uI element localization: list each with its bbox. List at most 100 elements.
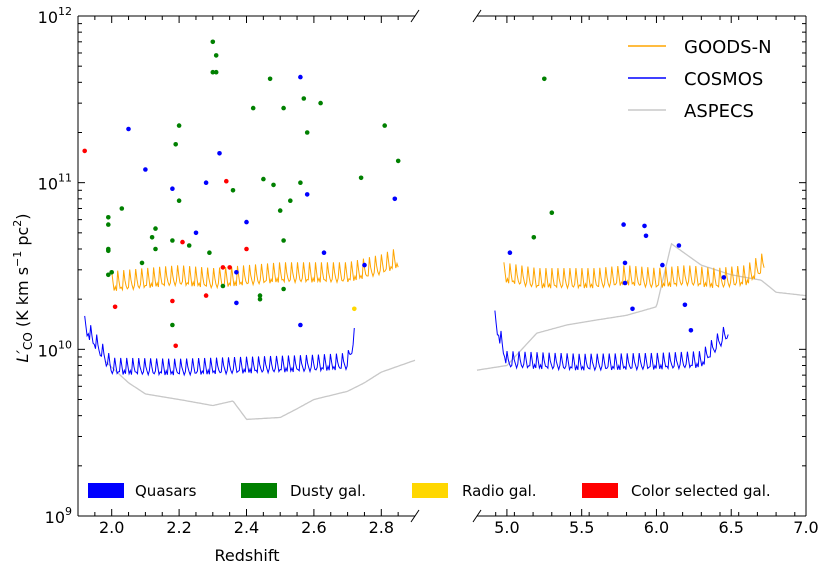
- legend-label-cosmos: COSMOS: [684, 69, 763, 90]
- x-tick-label-left: 2.0: [99, 518, 124, 537]
- cosmos-series-layer: [84, 310, 729, 377]
- x-tick-label-right: 7.0: [793, 518, 818, 537]
- data-point-right-1: [621, 222, 626, 227]
- x-tick-label-right: 6.5: [719, 518, 744, 537]
- category-swatch-color-selected: [582, 483, 618, 498]
- x-tick-label-right: 5.0: [494, 518, 519, 537]
- data-point-left-7: [234, 300, 239, 306]
- category-label-dusty: Dusty gal.: [290, 482, 366, 500]
- y-tick-exponent: 9: [65, 505, 72, 518]
- data-point-left-14: [392, 196, 398, 202]
- series-line-cosmos-left: [84, 315, 355, 377]
- break-mark-right-bottom: [472, 509, 482, 523]
- data-point-left-31: [186, 243, 192, 248]
- data-point-left-26: [170, 238, 175, 243]
- data-point-right-0: [507, 250, 513, 255]
- data-point-right-4: [630, 306, 635, 312]
- data-point-left-52: [304, 130, 310, 135]
- data-point-left-13: [362, 262, 367, 268]
- break-mark-left-top: [410, 9, 420, 23]
- data-point-left-27: [170, 322, 175, 328]
- y-tick-label: 1012: [38, 5, 72, 27]
- data-point-left-38: [230, 188, 236, 193]
- y-label-units: (K km s: [13, 267, 32, 327]
- legend-label-goods-n: GOODS-N: [684, 37, 772, 58]
- y-tick-label: 1011: [38, 172, 72, 194]
- data-point-left-23: [149, 235, 155, 240]
- data-point-left-6: [234, 270, 239, 275]
- data-point-left-25: [153, 246, 158, 252]
- data-point-left-55: [382, 123, 388, 128]
- x-tick-label-left: 2.4: [234, 518, 259, 537]
- data-point-left-5: [217, 151, 222, 156]
- data-point-right-9: [682, 302, 688, 308]
- data-point-left-3: [193, 230, 199, 236]
- data-point-left-37: [220, 283, 226, 289]
- series-line-goods-n-left: [111, 249, 399, 292]
- data-point-right-5: [642, 223, 647, 229]
- y-label-exp2: 2: [11, 220, 24, 227]
- y-tick-base: 10: [38, 175, 58, 194]
- y-tick-base: 10: [38, 341, 58, 360]
- data-point-right-7: [660, 262, 665, 268]
- data-point-left-39: [250, 105, 256, 111]
- data-point-left-59: [112, 304, 118, 310]
- y-label-exp1: −1: [11, 251, 24, 267]
- data-point-left-15: [106, 215, 111, 220]
- data-point-left-4: [203, 180, 209, 185]
- data-point-left-18: [106, 248, 111, 254]
- x-tick-label-right: 6.0: [644, 518, 669, 537]
- data-point-left-24: [153, 226, 158, 231]
- data-point-left-20: [109, 270, 114, 275]
- series-line-goods-n-right: [503, 253, 765, 290]
- data-point-right-10: [688, 328, 694, 333]
- data-point-left-29: [176, 123, 182, 128]
- data-point-left-61: [173, 343, 178, 349]
- data-point-right-3: [622, 280, 628, 286]
- category-swatch-radio: [412, 483, 448, 498]
- data-point-left-8: [244, 219, 249, 225]
- y-tick-label: 109: [45, 505, 72, 527]
- data-point-left-2: [170, 186, 175, 191]
- data-point-right-14: [549, 210, 555, 215]
- data-point-left-44: [271, 182, 276, 188]
- y-label-units-mid: pc: [13, 227, 32, 251]
- y-tick-exponent: 10: [58, 338, 72, 351]
- data-point-right-12: [531, 235, 537, 240]
- data-point-left-16: [106, 222, 111, 227]
- y-label-main: L′: [13, 350, 32, 363]
- data-point-right-13: [542, 76, 547, 82]
- y-axis-label: L′CO (K km s−1 pc2): [11, 213, 35, 362]
- data-point-left-36: [213, 53, 219, 58]
- y-tick-exponent: 11: [58, 172, 72, 185]
- data-point-left-28: [173, 142, 178, 147]
- data-point-left-58: [82, 148, 87, 154]
- data-point-right-6: [643, 233, 649, 239]
- y-label-units-end: ): [13, 213, 32, 219]
- x-tick-label-right: 5.5: [569, 518, 594, 537]
- y-tick-base: 10: [38, 8, 58, 27]
- data-point-left-56: [395, 158, 401, 164]
- category-label-quasars: Quasars: [135, 482, 197, 500]
- data-point-left-60: [170, 298, 175, 304]
- data-point-right-2: [622, 260, 628, 266]
- aspecs-series-layer: [104, 242, 807, 421]
- data-point-left-54: [358, 175, 364, 181]
- x-axis-label: Redshift: [215, 546, 280, 565]
- data-point-left-53: [318, 100, 323, 106]
- series-line-aspecs-left: [104, 359, 416, 421]
- data-point-left-50: [298, 180, 303, 185]
- data-point-left-33: [210, 39, 216, 45]
- category-swatch-dusty: [241, 483, 277, 498]
- data-point-right-11: [721, 275, 727, 280]
- break-mark-right-top: [472, 9, 482, 23]
- data-point-left-51: [301, 96, 307, 101]
- data-point-left-67: [244, 246, 249, 252]
- data-point-left-21: [119, 206, 125, 211]
- series-line-aspecs-right: [476, 242, 807, 371]
- data-point-left-12: [321, 250, 327, 255]
- data-point-left-34: [210, 69, 216, 75]
- data-point-left-35: [213, 69, 219, 75]
